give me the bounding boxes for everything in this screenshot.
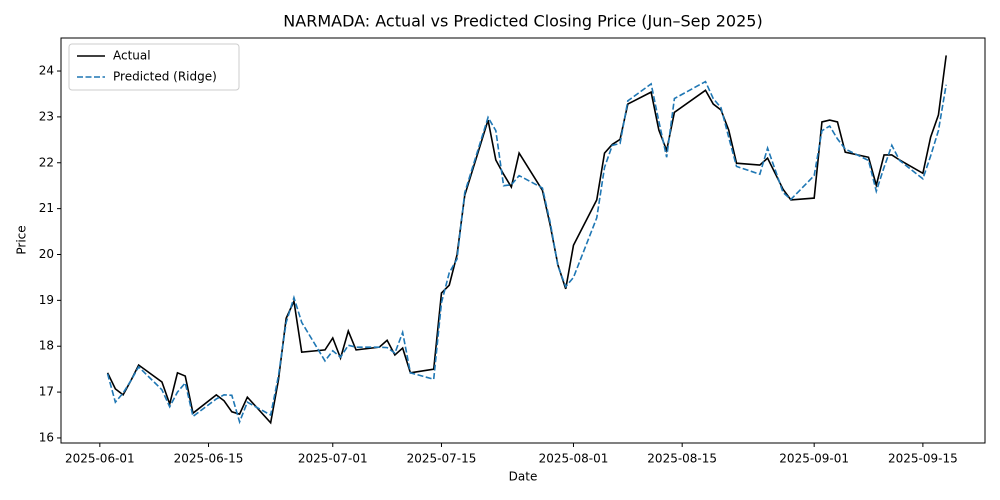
x-tick-label: 2025-06-01 xyxy=(65,452,135,466)
y-tick-label: 16 xyxy=(39,430,54,444)
x-tick-label: 2025-08-15 xyxy=(647,452,717,466)
y-tick-label: 20 xyxy=(39,247,54,261)
y-tick-label: 24 xyxy=(39,64,54,78)
y-tick-label: 17 xyxy=(39,385,54,399)
y-tick-label: 19 xyxy=(39,293,54,307)
y-tick-label: 21 xyxy=(39,201,54,215)
x-tick-label: 2025-08-01 xyxy=(539,452,609,466)
x-tick-label: 2025-06-15 xyxy=(174,452,244,466)
legend-label: Predicted (Ridge) xyxy=(113,70,217,84)
y-tick-label: 18 xyxy=(39,339,54,353)
x-tick-label: 2025-07-15 xyxy=(407,452,477,466)
y-tick-label: 22 xyxy=(39,155,54,169)
x-tick-label: 2025-09-15 xyxy=(888,452,958,466)
series-line xyxy=(106,80,947,425)
x-tick-label: 2025-09-01 xyxy=(779,452,849,466)
series-line xyxy=(106,55,947,425)
legend-box xyxy=(68,43,240,91)
chart-title: NARMADA: Actual vs Predicted Closing Pri… xyxy=(283,12,762,31)
x-tick-label: 2025-07-01 xyxy=(298,452,368,466)
x-axis-label: Date xyxy=(509,470,538,484)
legend-label: Actual xyxy=(113,49,151,63)
y-tick-label: 23 xyxy=(39,109,54,123)
plot-frame xyxy=(60,37,986,444)
y-axis-label: Price xyxy=(15,225,29,254)
